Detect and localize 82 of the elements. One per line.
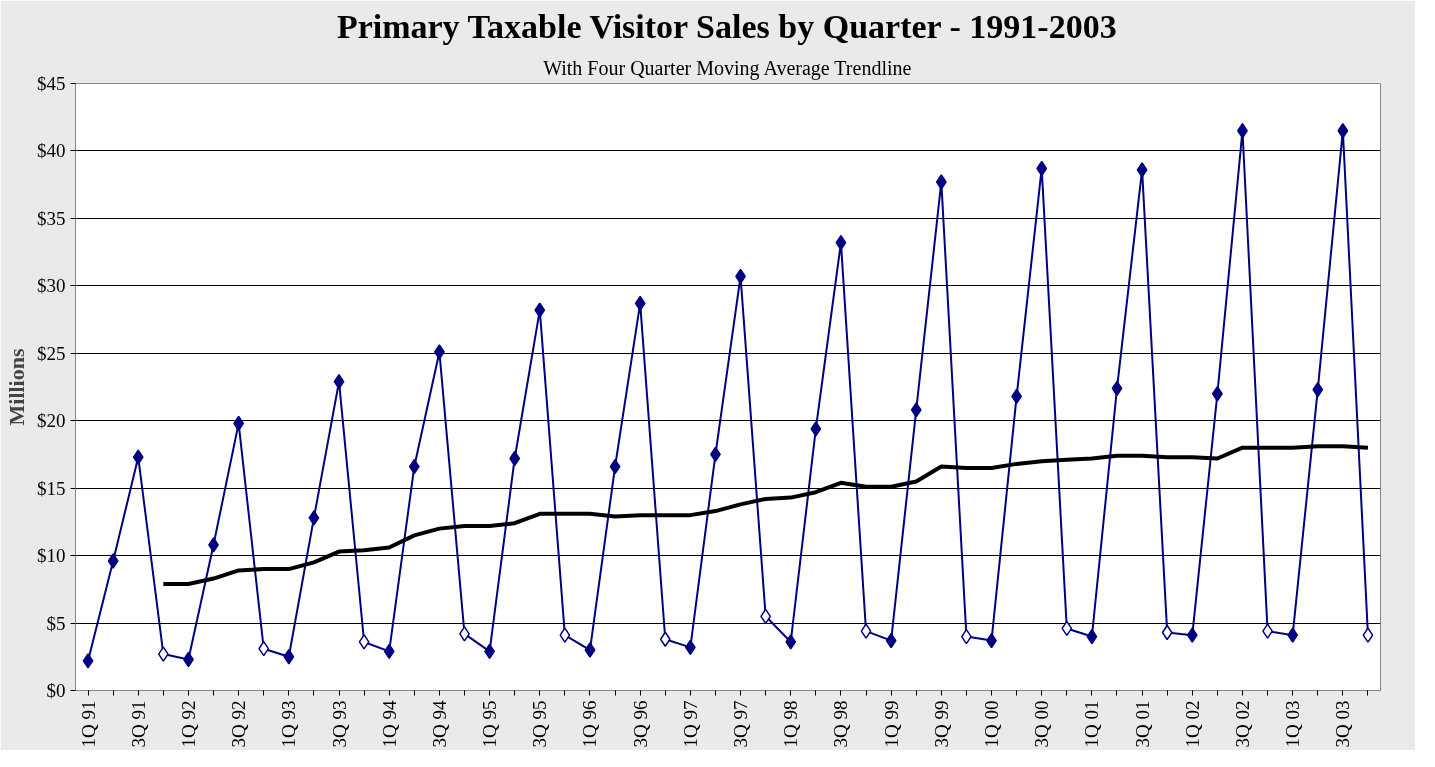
x-tick-label: 1Q 00 bbox=[981, 700, 1003, 748]
y-tick-label: $25 bbox=[37, 342, 66, 364]
y-tick-label: $10 bbox=[37, 545, 66, 567]
point bbox=[1287, 627, 1299, 643]
point bbox=[509, 450, 521, 467]
point bbox=[659, 631, 671, 647]
x-tick-label: 3Q 92 bbox=[228, 700, 250, 748]
point bbox=[559, 627, 571, 643]
x-tick-label: 3Q 91 bbox=[127, 700, 149, 748]
point bbox=[1061, 620, 1073, 637]
x-tick-label: 3Q 96 bbox=[629, 700, 651, 748]
point bbox=[534, 302, 546, 318]
x-tick-label: 3Q 93 bbox=[328, 700, 350, 748]
point bbox=[634, 295, 646, 312]
x-tick-label: 1Q 03 bbox=[1282, 700, 1304, 748]
point bbox=[107, 553, 119, 569]
chart-title: Primary Taxable Visitor Sales by Quarter - 1991-2003 bbox=[336, 7, 1117, 45]
x-tick-label: 3Q 00 bbox=[1031, 700, 1053, 748]
point bbox=[433, 344, 445, 360]
point bbox=[1161, 624, 1173, 641]
x-tick-label: 1Q 01 bbox=[1081, 700, 1103, 748]
x-tick-label: 1Q 96 bbox=[579, 700, 601, 748]
point bbox=[1086, 628, 1098, 645]
point bbox=[1186, 627, 1198, 643]
y-tick-label: $15 bbox=[37, 477, 66, 499]
point bbox=[885, 632, 897, 649]
y-tick-label: $45 bbox=[37, 73, 66, 94]
x-tick-label: 3Q 97 bbox=[730, 700, 752, 748]
point bbox=[233, 415, 245, 432]
x-tick-label: 1Q 02 bbox=[1181, 700, 1203, 748]
point bbox=[810, 421, 822, 437]
point bbox=[1036, 160, 1048, 177]
y-tick-label: $30 bbox=[37, 275, 66, 297]
point bbox=[1312, 381, 1324, 398]
y-tick-label: $20 bbox=[37, 410, 66, 432]
x-tick-label: 1Q 97 bbox=[679, 700, 701, 748]
x-tick-label: 3Q 94 bbox=[428, 700, 450, 748]
x-tick-label: 1Q 93 bbox=[278, 700, 300, 748]
point bbox=[910, 402, 922, 418]
x-tick-label: 1Q 91 bbox=[77, 700, 99, 748]
point bbox=[82, 653, 94, 669]
point bbox=[283, 649, 295, 665]
y-axis-title: Millions bbox=[4, 348, 29, 426]
chart-subtitle: With Four Quarter Moving Average Trendline bbox=[543, 56, 912, 80]
point bbox=[835, 234, 847, 251]
y-tick-label: $0 bbox=[46, 680, 66, 701]
x-tick-label: 3Q 99 bbox=[930, 700, 952, 748]
point bbox=[157, 646, 169, 662]
point bbox=[333, 373, 345, 390]
point bbox=[609, 458, 621, 475]
x-tick-label: 3Q 02 bbox=[1231, 700, 1253, 748]
line-series bbox=[161, 444, 1370, 586]
x-tick-label: 1Q 99 bbox=[880, 700, 902, 748]
point bbox=[1337, 122, 1349, 139]
point bbox=[1211, 385, 1223, 402]
x-tick-label: 1Q 98 bbox=[780, 700, 802, 748]
x-tick-label: 1Q 92 bbox=[177, 700, 199, 748]
x-tick-label: 1Q 95 bbox=[479, 700, 501, 748]
x-tick-label: 3Q 01 bbox=[1131, 700, 1153, 748]
point bbox=[1136, 162, 1148, 178]
point bbox=[408, 458, 420, 475]
point bbox=[860, 623, 872, 639]
point bbox=[308, 510, 320, 526]
point bbox=[132, 449, 144, 465]
x-tick-label: 3Q 98 bbox=[830, 700, 852, 748]
y-tick-label: $5 bbox=[46, 612, 66, 634]
y-tick-label: $40 bbox=[37, 140, 66, 162]
point bbox=[684, 639, 696, 656]
point bbox=[1011, 388, 1023, 405]
point bbox=[935, 174, 947, 190]
point bbox=[1111, 380, 1123, 397]
x-tick-label: 3Q 03 bbox=[1332, 700, 1354, 748]
point bbox=[760, 608, 772, 625]
x-tick-label: 1Q 94 bbox=[378, 700, 400, 748]
point bbox=[1362, 627, 1374, 643]
y-tick-label: $35 bbox=[37, 207, 66, 229]
point bbox=[383, 643, 395, 660]
point bbox=[258, 640, 270, 657]
point bbox=[785, 634, 797, 650]
x-tick-label: 3Q 95 bbox=[529, 700, 551, 748]
point bbox=[584, 642, 596, 658]
point bbox=[358, 634, 370, 650]
